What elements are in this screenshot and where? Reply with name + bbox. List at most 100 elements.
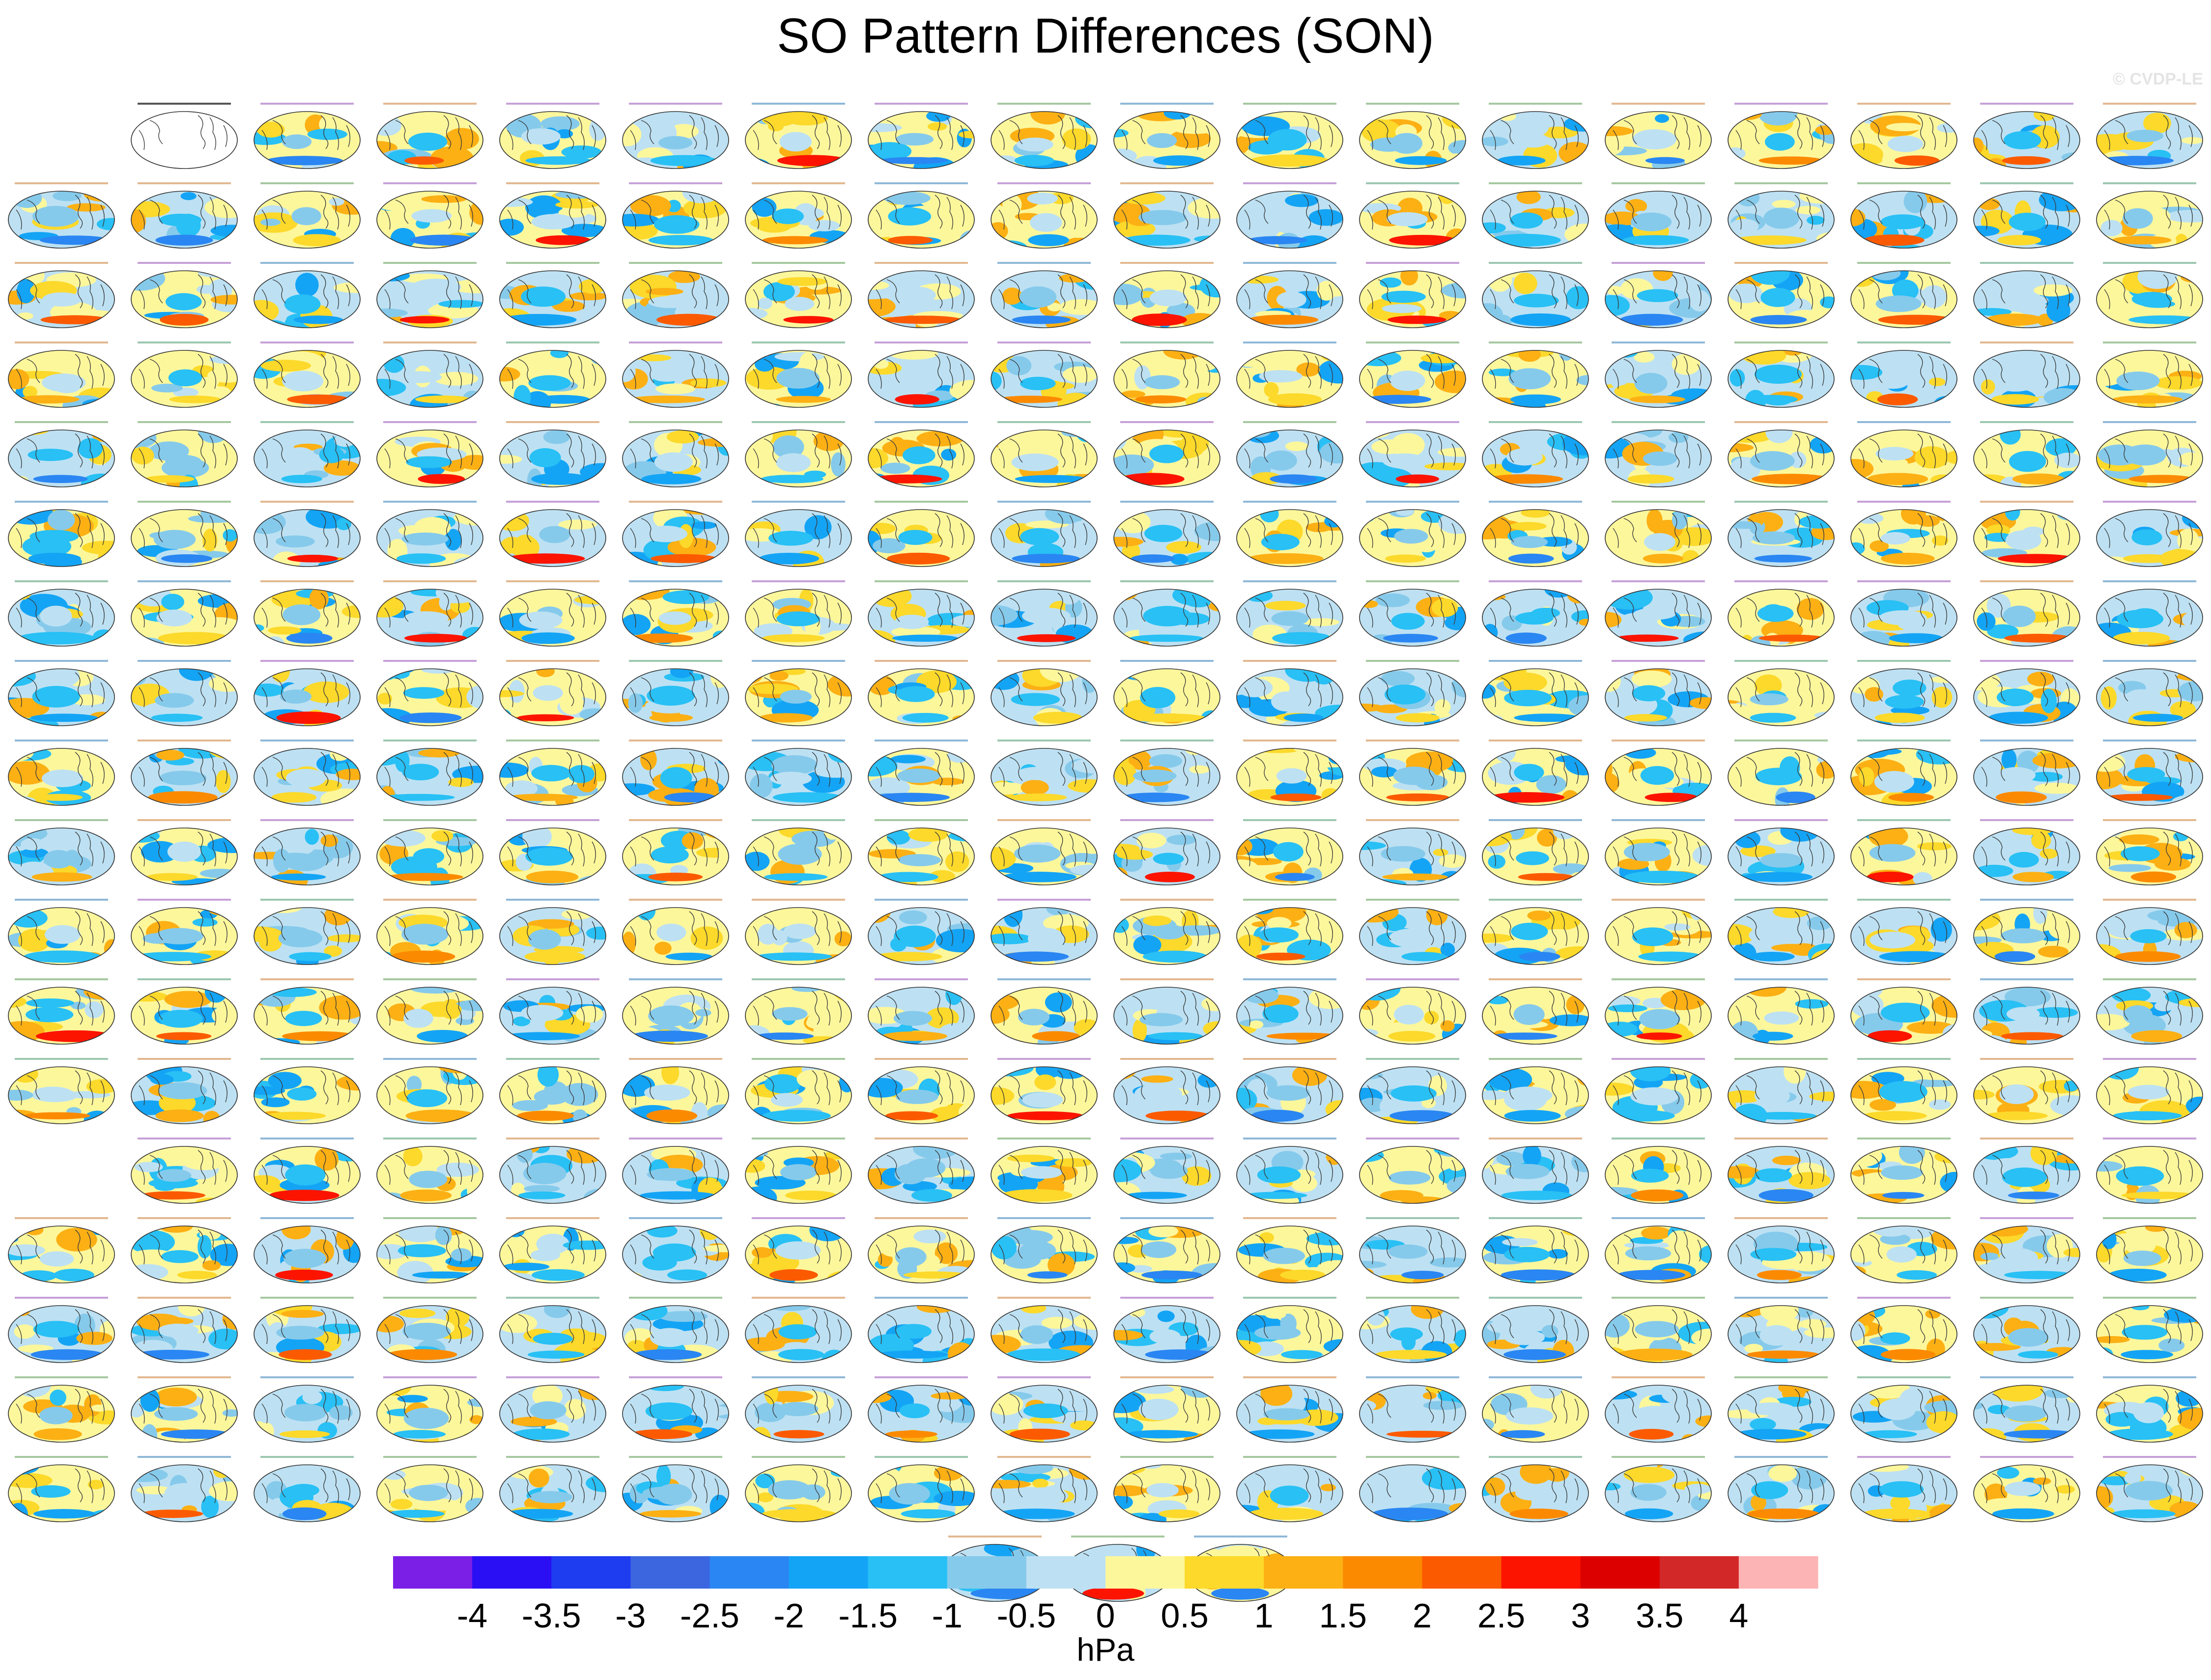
map-panel — [254, 103, 361, 169]
panel-caption — [1489, 421, 1582, 423]
panel-caption — [1980, 740, 2073, 741]
panel-caption — [506, 660, 599, 662]
panel-caption — [260, 740, 354, 741]
panel-caption — [1120, 342, 1214, 343]
panel-caption — [629, 103, 722, 105]
map-panel — [131, 978, 238, 1045]
panel-caption — [15, 262, 108, 264]
map-panel — [1236, 580, 1343, 647]
map-panel — [1605, 660, 1712, 726]
panel-caption — [1366, 660, 1459, 662]
map-panel — [745, 342, 852, 408]
map-panel — [2096, 342, 2203, 408]
map-panel — [1973, 342, 2080, 408]
panel-caption — [260, 660, 354, 662]
colorbar-tick-label: -1.5 — [838, 1596, 898, 1635]
panel-caption — [1734, 342, 1828, 343]
panel-caption — [1366, 262, 1459, 264]
colorbar-swatch — [789, 1556, 869, 1589]
panel-caption — [1243, 501, 1336, 503]
panel-caption — [1243, 660, 1336, 662]
panel-caption — [138, 978, 231, 980]
colorbar-swatch — [868, 1556, 948, 1589]
map-panel — [991, 501, 1098, 567]
panel-caption — [383, 262, 477, 264]
colorbar-tick-label: -2.5 — [680, 1596, 739, 1635]
panel-caption — [506, 899, 599, 901]
map-panel — [499, 182, 606, 249]
panel-caption — [1243, 899, 1336, 901]
map-panel — [1482, 740, 1589, 806]
map-panel — [1113, 262, 1220, 328]
map-panel — [1236, 899, 1343, 965]
panel-caption — [506, 740, 599, 741]
panel-caption — [1612, 182, 1705, 184]
panel-caption — [629, 978, 722, 980]
panel-caption — [15, 501, 108, 503]
colorbar-tick-label: 3.5 — [1636, 1596, 1683, 1635]
panel-caption — [1489, 740, 1582, 741]
panel-caption — [138, 421, 231, 423]
panel-caption — [1980, 819, 2073, 821]
panel-caption — [997, 501, 1091, 503]
panel-caption — [1489, 182, 1582, 184]
panel-caption — [752, 899, 845, 901]
panel-caption — [2103, 262, 2196, 264]
colorbar-swatch — [709, 1556, 790, 1589]
panel-caption — [1857, 660, 1951, 662]
panel-caption — [1489, 342, 1582, 343]
map-panel — [745, 899, 852, 965]
colorbar-swatch — [551, 1556, 631, 1589]
panel-caption — [506, 819, 599, 821]
map-panel — [2096, 421, 2203, 487]
map-panel — [499, 580, 606, 647]
map-panel — [1850, 501, 1957, 567]
panel-caption — [629, 740, 722, 741]
map-panel — [1605, 501, 1712, 567]
panel-caption — [752, 580, 845, 582]
colorbar-swatch — [1580, 1556, 1660, 1589]
panel-caption — [875, 899, 968, 901]
panel-caption — [260, 342, 354, 343]
panel-caption — [1857, 899, 1951, 901]
map-panel — [1850, 660, 1957, 726]
panel-caption — [1734, 899, 1828, 901]
panel-caption — [1243, 182, 1336, 184]
panel-caption — [1612, 103, 1705, 105]
panel-caption — [1489, 580, 1582, 582]
panel-caption — [138, 580, 231, 582]
panel-caption — [1243, 819, 1336, 821]
colorbar-tick-label: 0.5 — [1161, 1596, 1208, 1635]
colorbar-swatch — [1422, 1556, 1502, 1589]
map-panel — [254, 660, 361, 726]
panel-caption — [1120, 580, 1214, 582]
panel-caption — [506, 580, 599, 582]
panel-caption — [752, 103, 845, 105]
panel-caption — [1857, 262, 1951, 264]
map-panel — [131, 262, 238, 328]
panel-caption — [383, 182, 477, 184]
map-panel — [1605, 819, 1712, 885]
panel-caption — [1489, 899, 1582, 901]
panel-caption — [1120, 819, 1214, 821]
panel-caption — [383, 819, 477, 821]
panel-caption — [506, 501, 599, 503]
panel-caption — [1857, 819, 1951, 821]
panel-caption — [875, 580, 968, 582]
panel-caption — [1734, 262, 1828, 264]
panel-caption — [629, 262, 722, 264]
panel-caption — [997, 740, 1091, 741]
map-panel — [499, 103, 606, 169]
map-panel — [1482, 342, 1589, 408]
panel-caption — [260, 421, 354, 423]
panel-caption — [752, 978, 845, 980]
panel-caption — [383, 740, 477, 741]
map-panel — [8, 182, 115, 249]
panel-caption — [1980, 501, 2073, 503]
map-panel — [868, 342, 975, 408]
map-panel — [1850, 421, 1957, 487]
colorbar-swatch — [1106, 1556, 1185, 1589]
panel-caption — [629, 421, 722, 423]
panel-caption — [138, 103, 231, 105]
map-panel — [1605, 262, 1712, 328]
